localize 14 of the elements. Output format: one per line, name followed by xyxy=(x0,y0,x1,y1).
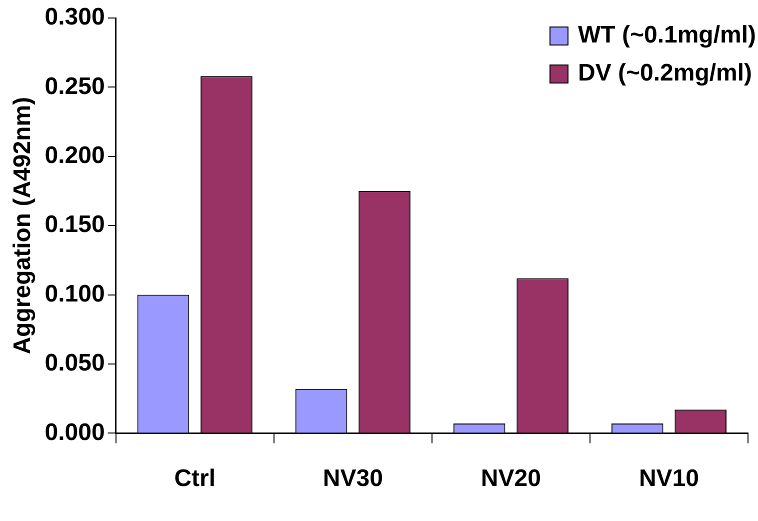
x-tick-label: Ctrl xyxy=(174,465,216,492)
legend-label: WT (~0.1mg/ml) xyxy=(578,22,756,49)
y-tick-label: 0.300 xyxy=(44,4,105,31)
y-tick-label: 0.150 xyxy=(44,211,105,238)
y-tick-label: 0.050 xyxy=(44,350,105,377)
y-tick-label: 0.100 xyxy=(44,280,105,308)
x-tick-label: NV30 xyxy=(322,465,383,492)
y-axis-title: Aggregation (A492nm) xyxy=(9,96,36,354)
legend-label: DV (~0.2mg/ml) xyxy=(578,60,752,87)
y-tick-label: 0.250 xyxy=(44,72,105,100)
x-tick-label: NV10 xyxy=(638,465,700,492)
x-tick-label: NV20 xyxy=(480,465,541,492)
y-tick-label: 0.000 xyxy=(44,418,105,446)
y-tick-label: 0.200 xyxy=(44,142,105,170)
